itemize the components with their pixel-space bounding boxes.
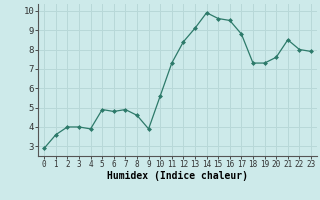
X-axis label: Humidex (Indice chaleur): Humidex (Indice chaleur) <box>107 171 248 181</box>
